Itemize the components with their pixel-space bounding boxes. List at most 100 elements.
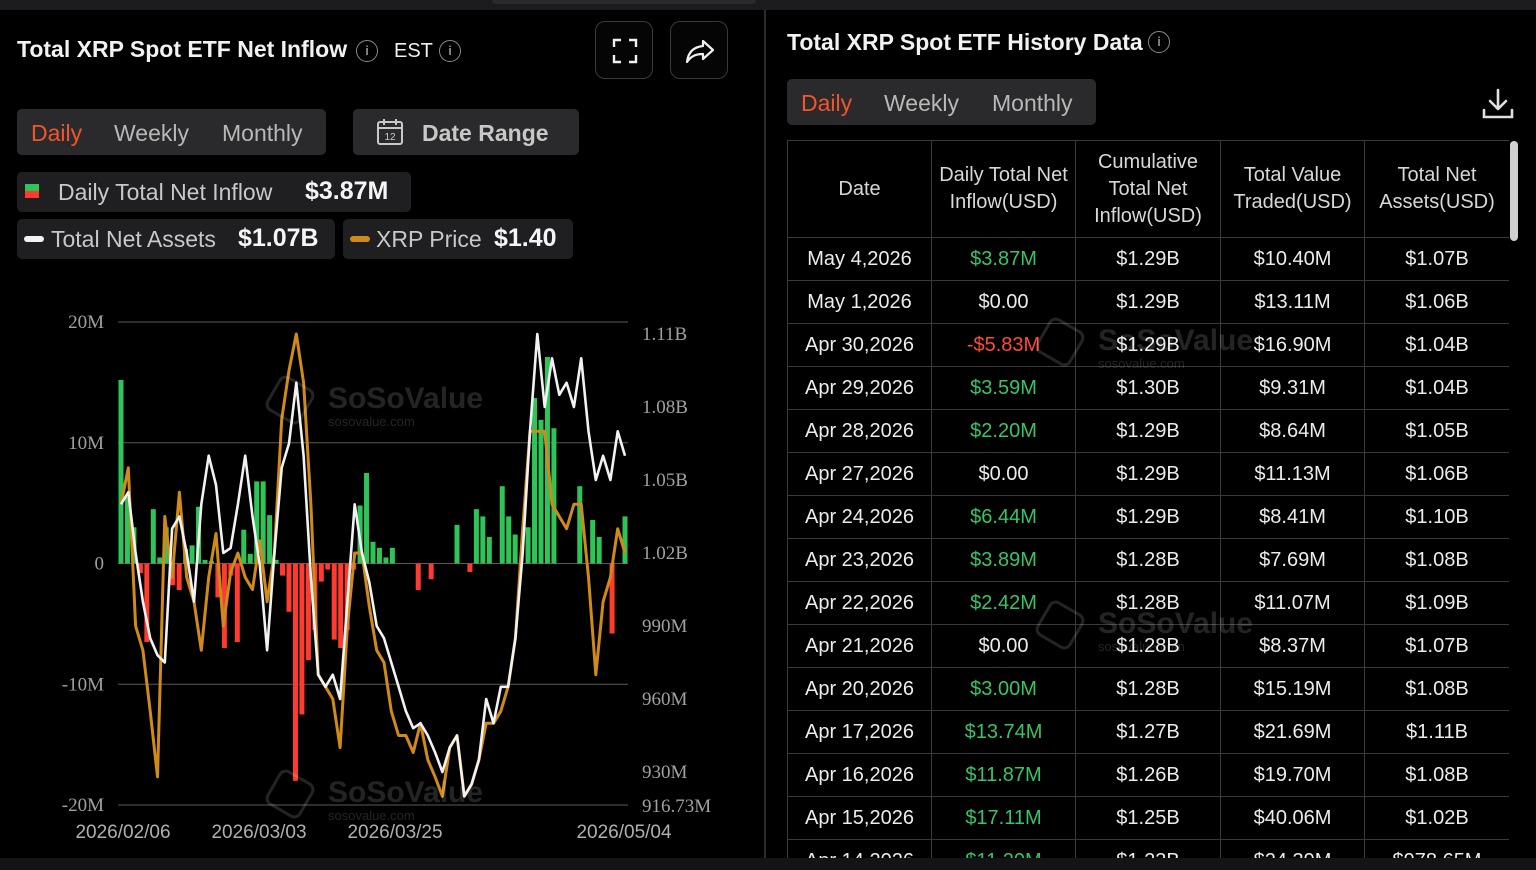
inflow-bar[interactable]: [512, 534, 518, 564]
inflow-bar[interactable]: [415, 563, 421, 591]
table-row[interactable]: Apr 24,2026 $6.44M $1.29B $8.41M $1.10B: [787, 495, 1509, 539]
download-icon[interactable]: [1480, 86, 1516, 122]
inflow-bar[interactable]: [273, 559, 279, 564]
tab-monthly[interactable]: Monthly: [992, 90, 1073, 116]
table-row[interactable]: Apr 17,2026 $13.74M $1.27B $21.69M $1.11B: [787, 710, 1509, 754]
inflow-bar[interactable]: [254, 481, 260, 564]
tab-monthly[interactable]: Monthly: [222, 120, 303, 146]
history-table: Date Daily Total Net Inflow(USD) Cumulat…: [787, 140, 1509, 858]
table-row[interactable]: Apr 21,2026 $0.00 $1.28B $8.37M $1.07B: [787, 624, 1509, 668]
inflow-bar[interactable]: [286, 563, 292, 612]
inflow-bar[interactable]: [376, 547, 382, 564]
date-range-button[interactable]: 12 Date Range: [353, 109, 579, 155]
col-header-cumulative[interactable]: Cumulative Total Net Inflow(USD): [1075, 140, 1221, 238]
fullscreen-button[interactable]: [595, 21, 653, 79]
panel-divider: [764, 10, 766, 858]
tab-daily[interactable]: Daily: [801, 90, 853, 116]
inflow-bar[interactable]: [202, 559, 208, 564]
inflow-bar[interactable]: [260, 481, 266, 564]
inflow-bar[interactable]: [486, 536, 492, 564]
inflow-bar[interactable]: [473, 509, 479, 564]
inflow-bar[interactable]: [163, 527, 169, 564]
cell-cumulative: $1.29B: [1075, 409, 1221, 453]
inflow-bar[interactable]: [325, 563, 331, 570]
inflow-bar[interactable]: [622, 516, 628, 564]
table-row[interactable]: Apr 15,2026 $17.11M $1.25B $40.06M $1.02B: [787, 796, 1509, 840]
inflow-bar[interactable]: [609, 563, 615, 634]
inflow-bar[interactable]: [241, 529, 247, 564]
inflow-bar[interactable]: [551, 428, 557, 564]
cell-cumulative: $1.30B: [1075, 366, 1221, 410]
col-header-net-assets[interactable]: Total Net Assets(USD): [1364, 140, 1509, 238]
cell-net-assets: $1.07B: [1364, 237, 1509, 281]
col-header-daily-inflow[interactable]: Daily Total Net Inflow(USD): [931, 140, 1076, 238]
inflow-bar[interactable]: [137, 563, 143, 574]
inflow-bar[interactable]: [267, 515, 273, 564]
inflow-bar[interactable]: [292, 563, 298, 781]
table-scrollbar[interactable]: [1510, 141, 1518, 241]
inflow-bar[interactable]: [383, 557, 389, 564]
inflow-bar[interactable]: [280, 563, 286, 576]
inflow-bar[interactable]: [118, 379, 124, 564]
inflow-bar[interactable]: [305, 563, 311, 661]
inflow-bar[interactable]: [590, 520, 596, 564]
inflow-bar[interactable]: [480, 516, 486, 564]
legend-xrp-price[interactable]: XRP Price $1.40: [343, 219, 573, 259]
inflow-bar[interactable]: [124, 497, 130, 564]
right-period-tabs: Daily Weekly Monthly: [787, 79, 1096, 125]
inflow-bar[interactable]: [596, 536, 602, 564]
net-inflow-chart[interactable]: 20M 10M 0 -10M -20M 1.11B 1.08B 1.05B 1.02B 990M…: [0, 290, 740, 850]
inflow-bar[interactable]: [454, 524, 460, 564]
inflow-bar[interactable]: [221, 563, 227, 649]
timezone-info-icon[interactable]: i: [439, 40, 461, 62]
legend-daily-inflow[interactable]: Daily Total Net Inflow $3.87M: [17, 172, 411, 212]
table-row[interactable]: Apr 22,2026 $2.42M $1.28B $11.07M $1.09B: [787, 581, 1509, 625]
inflow-bar[interactable]: [318, 563, 324, 582]
history-table-container[interactable]: Date Daily Total Net Inflow(USD) Cumulat…: [787, 140, 1509, 858]
table-row[interactable]: May 4,2026 $3.87M $1.29B $10.40M $1.07B: [787, 237, 1509, 281]
inflow-bar[interactable]: [389, 547, 395, 564]
info-icon[interactable]: i: [1148, 31, 1170, 53]
inflow-bar[interactable]: [338, 563, 344, 649]
legend-net-assets[interactable]: Total Net Assets $1.07B: [17, 219, 335, 259]
inflow-bar[interactable]: [150, 509, 156, 564]
inflow-bar[interactable]: [467, 563, 473, 572]
table-row[interactable]: Apr 16,2026 $11.87M $1.26B $19.70M $1.08B: [787, 753, 1509, 797]
inflow-bar[interactable]: [331, 563, 337, 640]
inflow-bar[interactable]: [370, 541, 376, 564]
cell-net-assets: $978.65M: [1364, 839, 1509, 858]
inflow-bar[interactable]: [215, 563, 221, 598]
inflow-bar[interactable]: [189, 545, 195, 564]
table-row[interactable]: Apr 23,2026 $3.89M $1.28B $7.69M $1.08B: [787, 538, 1509, 582]
table-row[interactable]: Apr 20,2026 $3.00M $1.28B $15.19M $1.08B: [787, 667, 1509, 711]
inflow-bar[interactable]: [364, 472, 370, 564]
share-button[interactable]: [670, 21, 728, 79]
inflow-bar[interactable]: [247, 553, 253, 564]
inflow-bar[interactable]: [176, 563, 182, 591]
info-icon[interactable]: i: [356, 40, 378, 62]
col-header-traded[interactable]: Total Value Traded(USD): [1220, 140, 1365, 238]
inflow-bar[interactable]: [157, 557, 163, 564]
inflow-bar[interactable]: [525, 527, 531, 564]
tab-weekly[interactable]: Weekly: [884, 90, 959, 116]
inflow-bar[interactable]: [538, 419, 544, 564]
inflow-bar[interactable]: [299, 563, 305, 715]
table-row[interactable]: Apr 29,2026 $3.59M $1.30B $9.31M $1.04B: [787, 366, 1509, 410]
cell-net-assets: $1.08B: [1364, 538, 1509, 582]
inflow-bar[interactable]: [144, 563, 150, 642]
inflow-bar[interactable]: [577, 486, 583, 564]
inflow-bar[interactable]: [499, 486, 505, 564]
inflow-bar[interactable]: [234, 563, 240, 642]
col-header-date[interactable]: Date: [787, 140, 932, 238]
table-row[interactable]: Apr 14,2026$11.20M$1.23B$24.39M$978.65M: [787, 839, 1509, 858]
table-row[interactable]: Apr 28,2026 $2.20M $1.29B $8.64M $1.05B: [787, 409, 1509, 453]
inflow-bar[interactable]: [506, 516, 512, 564]
table-row[interactable]: May 1,2026 $0.00 $1.29B $13.11M $1.06B: [787, 280, 1509, 324]
inflow-bar[interactable]: [532, 398, 538, 564]
tab-daily[interactable]: Daily: [31, 120, 83, 146]
table-row[interactable]: Apr 27,2026 $0.00 $1.29B $11.13M $1.06B: [787, 452, 1509, 496]
tab-weekly[interactable]: Weekly: [114, 120, 189, 146]
table-row[interactable]: Apr 30,2026 -$5.83M $1.29B $16.90M $1.04B: [787, 323, 1509, 367]
x-tick-label: 2026/02/06: [75, 822, 170, 843]
inflow-bar[interactable]: [428, 563, 434, 580]
